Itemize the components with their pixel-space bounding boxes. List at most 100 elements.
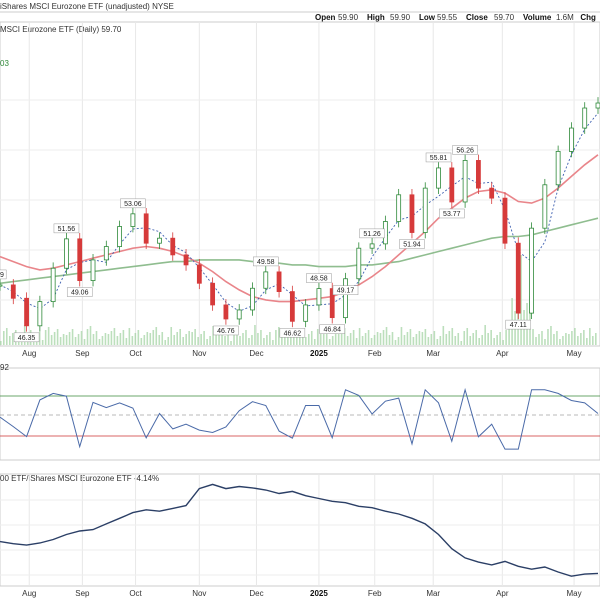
candle-body-20 (263, 271, 269, 289)
volume-bar-103 (307, 334, 310, 345)
volume-bar-196 (586, 338, 588, 345)
volume-bar-191 (571, 331, 573, 345)
volume-bar-4 (11, 333, 14, 345)
volume-bar-13 (38, 332, 41, 345)
volume-bar-99 (296, 335, 298, 345)
volume-bar-81 (242, 333, 244, 345)
volume-bar-100 (299, 332, 301, 345)
volume-bar-37 (110, 331, 113, 345)
price-label-0: 29 (0, 272, 4, 279)
volume-bar-185 (553, 334, 555, 345)
volume-bar-193 (577, 336, 579, 345)
volume-bar-58 (173, 335, 176, 345)
price-label-box-15 (452, 145, 478, 155)
volume-bar-126 (376, 332, 379, 345)
volume-bar-72 (215, 334, 217, 345)
volume-bar-124 (370, 338, 373, 345)
volume-bar-30 (89, 326, 92, 345)
volume-bar-161 (481, 335, 483, 345)
volume-bar-22 (65, 335, 68, 345)
candle-body-32 (422, 187, 428, 233)
volume-bar-68 (203, 331, 205, 345)
volume-bar-104 (310, 331, 313, 345)
volume-bar-67 (200, 334, 202, 345)
price-label-16: 47.11 (510, 322, 527, 329)
price-label-5: 46.76 (217, 328, 235, 335)
ratio-panel (0, 473, 600, 587)
volume-bar-48 (143, 335, 146, 345)
candle-body-28 (369, 243, 375, 249)
x-tick-bottom-7: Mar (426, 589, 440, 598)
volume-bar-26 (77, 334, 80, 345)
candle-body-19 (250, 287, 255, 311)
price-label-2: 51.56 (58, 226, 76, 233)
candle-body-45 (595, 102, 600, 109)
candle-body-40 (529, 227, 534, 314)
ohlc-value-open: 59.90 (338, 13, 359, 22)
volume-bar-20 (59, 337, 62, 345)
volume-bar-131 (391, 332, 394, 345)
volume-bar-138 (412, 337, 415, 345)
candle-body-5 (64, 238, 69, 269)
volume-bar-85 (254, 325, 256, 345)
candle-body-18 (236, 309, 242, 320)
volume-bar-106 (316, 329, 319, 345)
candle-body-14 (183, 254, 189, 266)
x-tick-top-0: Aug (22, 349, 36, 358)
volume-bar-17 (50, 335, 53, 345)
volume-bar-47 (140, 338, 143, 345)
price-label-box-16 (505, 319, 532, 330)
volume-bar-89 (266, 335, 268, 345)
short-ma-polyline (0, 112, 599, 312)
volume-bar-38 (113, 328, 116, 345)
ratio-gridlines (0, 474, 600, 586)
volume-bar-18 (53, 332, 56, 345)
volume-bar-50 (149, 333, 152, 345)
ohlc-label-close: Close (466, 13, 488, 22)
volume-bar-167 (499, 332, 501, 345)
volume-bar-194 (580, 333, 582, 345)
volume-bar-80 (239, 336, 241, 345)
candle-body-17 (223, 304, 229, 320)
volume-bar-27 (80, 331, 83, 345)
volume-bar-21 (62, 334, 65, 345)
rsi-label: 92 (0, 363, 9, 372)
x-tick-top-2: Oct (129, 349, 142, 358)
short-ma-line (0, 112, 599, 312)
volume-bar-98 (293, 334, 295, 345)
ratio-polyline (0, 483, 599, 577)
volume-bar-109 (325, 331, 328, 345)
ratio-series-line (0, 483, 599, 577)
volume-bar-141 (421, 332, 424, 345)
volume-bar-128 (382, 330, 385, 345)
volume-bar-39 (116, 336, 119, 345)
volume-bar-130 (388, 335, 391, 345)
volume-bar-53 (158, 335, 161, 345)
volume-bar-174 (520, 255, 522, 345)
volume-bar-31 (92, 334, 95, 345)
volume-bar-189 (565, 333, 567, 345)
x-tick-bottom-0: Aug (22, 589, 36, 598)
volume-bar-16 (47, 327, 50, 345)
price-label-10: 49.17 (337, 288, 355, 295)
x-tick-bottom-2: Oct (129, 589, 142, 598)
volume-bar-170 (508, 327, 510, 345)
price-label-14: 53.77 (443, 211, 461, 218)
volume-bar-14 (41, 340, 44, 345)
candle-body-31 (409, 194, 415, 233)
candle-body-9 (117, 226, 122, 247)
price-label-9: 46.84 (323, 327, 341, 334)
volume-bar-69 (206, 339, 208, 345)
x-tick-bottom-8: Apr (496, 589, 509, 598)
volume-bar-135 (403, 335, 406, 345)
ma200-line (0, 217, 599, 285)
candles (0, 97, 600, 332)
volume-bar-168 (502, 340, 504, 345)
volume-bar-35 (104, 333, 107, 345)
price-label-box-13 (425, 152, 452, 163)
volume-bar-192 (574, 328, 576, 345)
volume-bar-182 (544, 339, 546, 345)
ohlc-label-open: Open (315, 13, 336, 22)
volume-bar-129 (385, 327, 388, 345)
volume-bar-28 (83, 339, 86, 345)
